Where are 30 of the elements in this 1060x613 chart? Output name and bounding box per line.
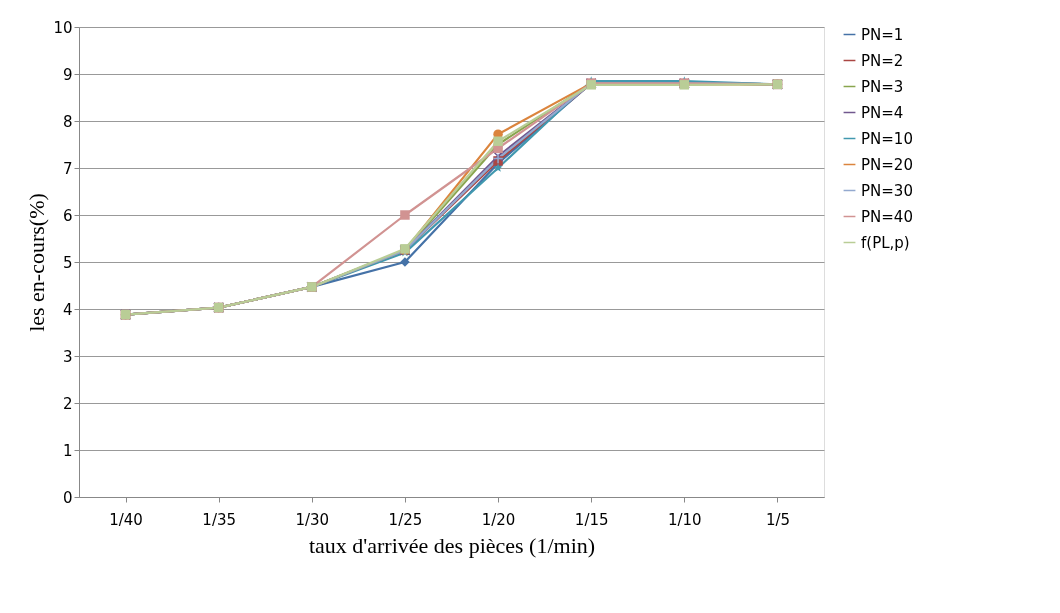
legend-label: PN=30	[861, 181, 913, 200]
y-tick-label: 10	[53, 18, 73, 37]
legend-label: PN=40	[861, 207, 913, 226]
y-tick-label: 1	[62, 441, 73, 460]
legend-label: PN=20	[861, 155, 913, 174]
x-tick-label: 1/20	[481, 510, 516, 529]
x-tick-label: 1/10	[667, 510, 702, 529]
legend-label: f(PL,p)	[861, 233, 910, 252]
y-tick-label: 6	[62, 206, 73, 225]
x-tick-label: 1/5	[765, 510, 791, 529]
y-tick-label: 5	[62, 253, 73, 272]
x-tick-label: 1/40	[109, 510, 143, 529]
y-tick-label: 0	[62, 488, 73, 507]
x-axis-title: taux d'arrivée des pièces (1/min)	[308, 532, 596, 558]
y-tick-label: 2	[62, 394, 73, 413]
legend-label: PN=3	[861, 77, 904, 96]
legend-label: PN=4	[861, 103, 904, 122]
x-tick-label: 1/30	[295, 510, 330, 529]
x-tick-label: 1/25	[388, 510, 423, 529]
y-tick-label: 4	[62, 300, 73, 319]
y-axis-title: les en-cours(%)	[24, 193, 50, 332]
legend-label: PN=2	[861, 51, 904, 70]
legend-label: PN=10	[861, 129, 913, 148]
x-tick-label: 1/15	[574, 510, 609, 529]
x-tick-label: 1/35	[202, 510, 237, 529]
legend-label: PN=1	[861, 25, 904, 44]
y-tick-label: 7	[62, 159, 73, 178]
y-tick-label: 8	[62, 112, 73, 131]
y-tick-label: 9	[62, 65, 73, 84]
y-tick-label: 3	[62, 347, 73, 366]
